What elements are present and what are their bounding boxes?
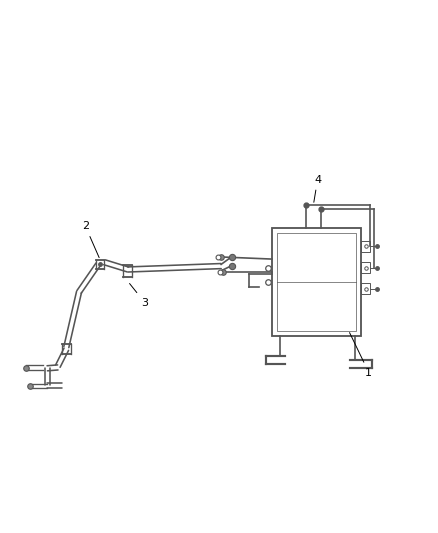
Text: 1: 1 xyxy=(350,333,372,377)
Text: 4: 4 xyxy=(314,174,321,202)
Text: 3: 3 xyxy=(130,284,148,308)
Text: 2: 2 xyxy=(82,221,99,257)
